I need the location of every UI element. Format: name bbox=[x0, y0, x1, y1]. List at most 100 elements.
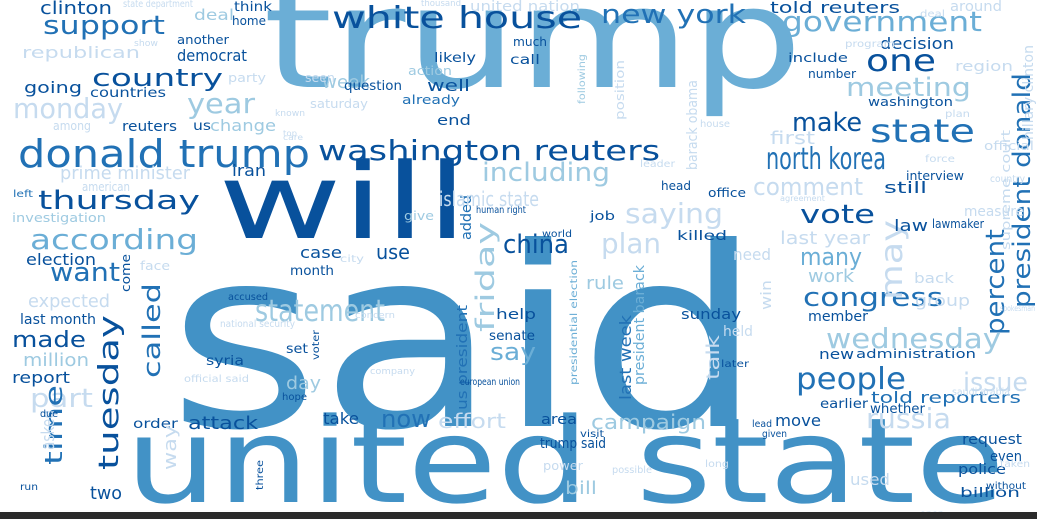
word-country: country bbox=[92, 64, 223, 92]
word-issue: issue bbox=[963, 368, 1028, 398]
word-made: made bbox=[12, 328, 86, 353]
word-new-york: new york bbox=[601, 0, 746, 30]
word-effort: effort bbox=[438, 409, 506, 433]
word-make: make bbox=[792, 108, 863, 138]
word-senate: senate bbox=[489, 329, 536, 344]
word-trump-said: trump said bbox=[540, 436, 606, 452]
word-national-security: national security bbox=[220, 319, 296, 330]
word-plan: plan bbox=[601, 227, 661, 260]
word-office: office bbox=[708, 186, 747, 200]
word-day: day bbox=[286, 373, 321, 394]
word-set: set bbox=[286, 342, 309, 357]
word-need: need bbox=[733, 245, 771, 264]
word-given: given bbox=[762, 429, 788, 440]
word-deal: deal bbox=[194, 6, 235, 24]
word-concern: concern bbox=[355, 311, 395, 321]
word-group: group bbox=[915, 291, 971, 310]
word-known: known bbox=[275, 109, 306, 119]
word-countries: countries bbox=[90, 86, 166, 101]
word-move: move bbox=[775, 411, 821, 430]
word-million: million bbox=[23, 350, 90, 371]
word-official: official bbox=[984, 139, 1035, 153]
word-give: give bbox=[404, 209, 434, 223]
word-reuters: reuters bbox=[122, 119, 178, 135]
word-accused: accused bbox=[228, 292, 269, 303]
word-company: company bbox=[370, 367, 416, 377]
word-washington: washington bbox=[868, 95, 954, 109]
word-three: three bbox=[255, 460, 266, 490]
word-member: member bbox=[808, 309, 868, 325]
word-united-nation: united nation bbox=[470, 0, 580, 15]
word-saying: saying bbox=[625, 197, 724, 230]
word-request: request bbox=[962, 432, 1022, 448]
word-expected: expected bbox=[28, 291, 111, 312]
word-action: action bbox=[408, 64, 452, 78]
word-house: house bbox=[700, 119, 731, 130]
word-monday: monday bbox=[13, 92, 124, 125]
word-police: police bbox=[958, 462, 1006, 478]
word-called: called bbox=[138, 283, 166, 378]
word-country: country bbox=[990, 174, 1025, 185]
word-sunday: sunday bbox=[681, 307, 741, 323]
word-force: force bbox=[925, 154, 955, 165]
word-investigation: investigation bbox=[12, 211, 106, 225]
word-white-house: white house bbox=[332, 1, 583, 36]
word-state-department: state department bbox=[123, 0, 193, 10]
word-new: new bbox=[819, 347, 855, 363]
word-another: another bbox=[177, 33, 230, 47]
word-think: think bbox=[234, 0, 272, 15]
word-one: one bbox=[866, 44, 937, 79]
word-leader: leader bbox=[640, 159, 675, 170]
word-seen: seen bbox=[305, 71, 335, 85]
word-possible: possible bbox=[612, 465, 653, 476]
word-syria: syria bbox=[206, 354, 245, 369]
word-human-right: human right bbox=[476, 205, 526, 216]
word-prime-minister: prime minister bbox=[60, 163, 191, 184]
word-law: law bbox=[894, 216, 928, 235]
word-year: year bbox=[187, 87, 256, 120]
word-city: city bbox=[340, 254, 364, 265]
word-president-barack: president barack bbox=[632, 265, 648, 385]
word-official-said: official said bbox=[184, 374, 250, 385]
word-told-reporters: told reporters bbox=[871, 388, 1021, 407]
word-people: people bbox=[796, 362, 907, 397]
word-left: left bbox=[13, 189, 33, 200]
word-whether: whether bbox=[870, 402, 926, 417]
word-call: call bbox=[510, 53, 541, 68]
word-party: party bbox=[228, 71, 266, 85]
word-back: back bbox=[914, 271, 955, 287]
word-include: include bbox=[788, 51, 849, 65]
word-vote: vote bbox=[800, 200, 876, 230]
word-case: case bbox=[300, 243, 343, 262]
word-donald-trump: donald trump bbox=[18, 132, 310, 176]
word-voter: voter bbox=[311, 329, 322, 360]
word-much: much bbox=[513, 35, 548, 49]
word-first: first bbox=[770, 128, 816, 149]
word-killed: killed bbox=[677, 229, 727, 244]
word-now: now bbox=[381, 405, 431, 433]
word-russia: russia bbox=[866, 402, 951, 435]
word-talk: talk bbox=[703, 334, 724, 380]
word-united-state: united state bbox=[125, 392, 1006, 512]
word-take: take bbox=[323, 409, 360, 428]
word-due: due bbox=[40, 409, 58, 420]
word-measure: measure bbox=[964, 204, 1025, 220]
word-china: china bbox=[503, 230, 569, 260]
word-face: face bbox=[140, 259, 171, 273]
word-month: month bbox=[290, 264, 335, 279]
word-order: order bbox=[133, 417, 179, 432]
word-last-year: last year bbox=[780, 228, 871, 249]
word-program: program bbox=[845, 39, 895, 50]
word-government: government bbox=[782, 5, 983, 38]
word-thousand: thousand bbox=[421, 0, 462, 9]
word-washington-reuters: washington reuters bbox=[318, 134, 661, 167]
word-open: open bbox=[920, 510, 944, 513]
word-question: question bbox=[344, 79, 403, 94]
word-later: later bbox=[721, 359, 749, 370]
word-administration: administration bbox=[856, 347, 977, 361]
word-following: following bbox=[577, 53, 588, 104]
word-us-president: us president bbox=[455, 305, 471, 410]
word-earlier: earlier bbox=[820, 397, 869, 412]
word-among: among bbox=[53, 119, 91, 133]
word-european-union: european union bbox=[460, 377, 521, 388]
